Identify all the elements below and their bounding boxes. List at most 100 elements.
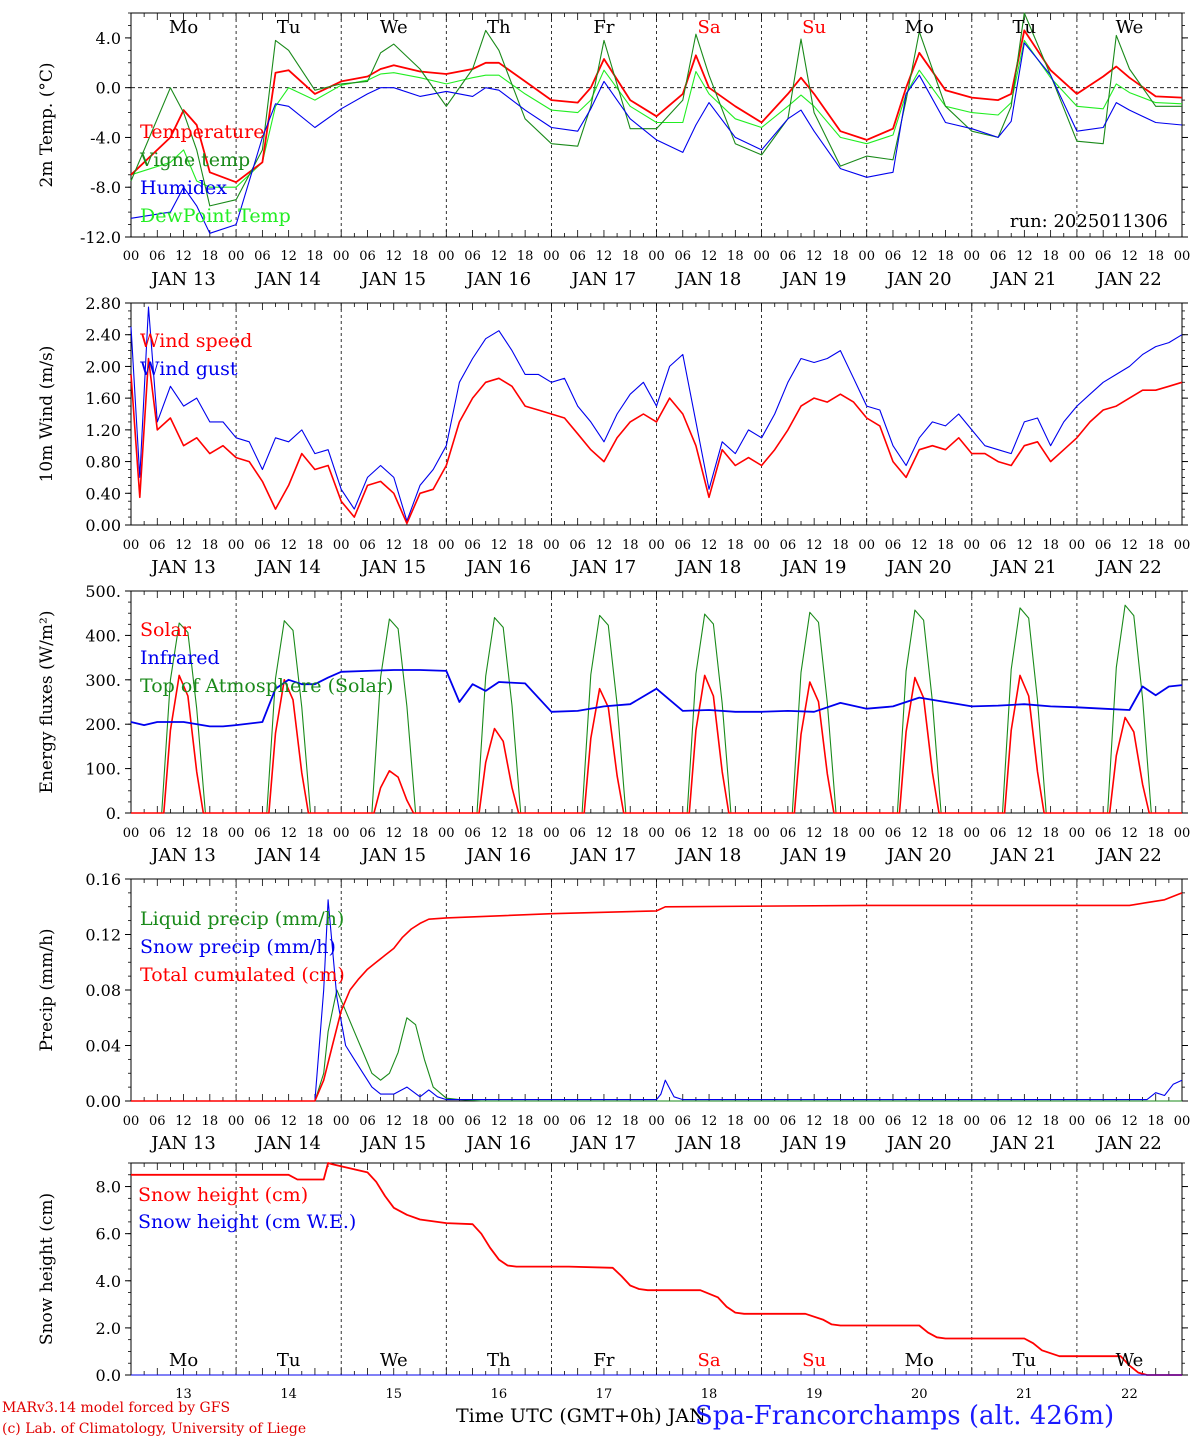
- x-hour-label: 18: [517, 538, 534, 553]
- legend-entry: Top of Atmosphere (Solar): [140, 675, 393, 697]
- y-axis-label: Snow height (cm): [37, 1193, 57, 1345]
- x-hour-label: 18: [307, 538, 324, 553]
- x-day-label: JAN 16: [465, 269, 532, 290]
- x-hour-label: 12: [491, 1114, 508, 1129]
- date-label: 13: [175, 1387, 192, 1402]
- weekday-label: Mo: [169, 17, 198, 38]
- x-hour-label: 00: [228, 538, 245, 553]
- x-hour-label: 18: [832, 249, 849, 264]
- x-hour-label: 06: [464, 538, 481, 553]
- legend-entry: Solar: [140, 619, 192, 641]
- x-hour-label: 12: [596, 538, 613, 553]
- x-hour-label: 12: [385, 1114, 402, 1129]
- x-day-label: JAN 14: [254, 1133, 321, 1154]
- x-day-label: JAN 22: [1095, 845, 1162, 866]
- x-hour-label: 12: [911, 249, 928, 264]
- weekday-label: Fr: [593, 17, 614, 38]
- legend-entry: Total cumulated (cm): [140, 964, 345, 986]
- x-hour-label: 00: [543, 249, 560, 264]
- panel-4: 0.16 0.12 0.08 0.04 0.00 Precip (mm/h) 00 06 12 1…: [37, 870, 1190, 1154]
- x-hour-label: 18: [622, 538, 639, 553]
- x-hour-label: 18: [1042, 249, 1059, 264]
- y-tick-label: 0.12: [85, 926, 121, 945]
- x-hour-label: 00: [543, 826, 560, 841]
- x-day-label: JAN 17: [570, 845, 637, 866]
- x-hour-label: 18: [517, 826, 534, 841]
- x-hour-label: 06: [569, 1114, 586, 1129]
- x-day-label: JAN 21: [990, 557, 1057, 578]
- x-day-label: JAN 16: [465, 557, 532, 578]
- x-hour-label: 18: [1147, 826, 1164, 841]
- y-tick-label: 400.: [85, 626, 121, 645]
- x-hour-label: 06: [359, 1114, 376, 1129]
- x-hour-label: 12: [1016, 249, 1033, 264]
- x-day-label: JAN 21: [990, 845, 1057, 866]
- y-axis-label: 10m Wind (m/s): [37, 346, 57, 483]
- x-hour-label: 00: [1174, 826, 1191, 841]
- model-credit-text: MARv3.14 model forced by GFS: [2, 1400, 231, 1416]
- y-tick-label: 1.20: [85, 421, 121, 440]
- x-hour-label: 06: [149, 249, 166, 264]
- x-hour-label: 06: [464, 249, 481, 264]
- x-hour-label: 06: [780, 1114, 797, 1129]
- x-day-label: JAN 18: [675, 557, 742, 578]
- x-hour-label: 00: [648, 538, 665, 553]
- x-axis-title: Time UTC (GMT+0h) JAN: [456, 1405, 706, 1427]
- x-hour-label: 18: [1147, 538, 1164, 553]
- series-line-dewpoint-temp: [130, 39, 1183, 188]
- x-hour-label: 18: [727, 249, 744, 264]
- x-hour-label: 18: [832, 538, 849, 553]
- x-day-label: JAN 21: [990, 269, 1057, 290]
- x-hour-label: 06: [464, 1114, 481, 1129]
- x-hour-label: 00: [228, 1114, 245, 1129]
- x-hour-label: 12: [280, 826, 297, 841]
- x-hour-label: 18: [202, 826, 219, 841]
- y-tick-label: -8.0: [90, 178, 121, 197]
- x-hour-label: 06: [254, 1114, 271, 1129]
- weekday-label: We: [1116, 1350, 1144, 1371]
- y-tick-label: 2.00: [85, 357, 121, 376]
- x-hour-label: 18: [307, 249, 324, 264]
- y-tick-label: 0.40: [85, 484, 121, 503]
- x-day-label: JAN 13: [149, 557, 216, 578]
- legend-entry: Snow height (cm): [138, 1184, 308, 1206]
- legend-entry: Liquid precip (mm/h): [140, 908, 344, 930]
- weekday-label: We: [380, 17, 408, 38]
- x-day-label: JAN 17: [570, 269, 637, 290]
- series-line-total-cumulated-cm-: [131, 892, 1183, 1102]
- date-label: 18: [701, 1387, 718, 1402]
- x-hour-label: 00: [858, 538, 875, 553]
- x-hour-label: 00: [1174, 1114, 1191, 1129]
- legend-entry: Infrared: [140, 647, 220, 669]
- weekday-label: We: [1116, 17, 1144, 38]
- y-tick-label: 4.0: [96, 29, 121, 48]
- x-hour-label: 18: [622, 249, 639, 264]
- x-hour-label: 00: [333, 538, 350, 553]
- x-hour-label: 06: [359, 826, 376, 841]
- x-hour-label: 00: [858, 249, 875, 264]
- series-line-wind-speed: [130, 357, 1183, 525]
- y-tick-label: 2.80: [85, 294, 121, 313]
- x-hour-label: 06: [780, 538, 797, 553]
- y-tick-label: 0.08: [85, 981, 121, 1000]
- weekday-label: Tu: [277, 1350, 301, 1371]
- x-hour-label: 12: [596, 826, 613, 841]
- x-hour-label: 00: [438, 826, 455, 841]
- y-tick-label: 2.0: [96, 1319, 121, 1338]
- x-hour-label: 00: [753, 538, 770, 553]
- x-day-label: JAN 21: [990, 1133, 1057, 1154]
- legend-entry: Snow height (cm W.E.): [138, 1211, 356, 1233]
- x-hour-label: 06: [254, 826, 271, 841]
- x-day-label: JAN 20: [885, 269, 952, 290]
- x-hour-label: 12: [491, 826, 508, 841]
- x-hour-label: 00: [1069, 1114, 1086, 1129]
- x-hour-label: 12: [701, 826, 718, 841]
- x-hour-label: 00: [1174, 538, 1191, 553]
- x-hour-label: 18: [202, 249, 219, 264]
- weekday-label: Su: [802, 17, 826, 38]
- x-hour-label: 12: [1121, 249, 1138, 264]
- x-hour-label: 18: [412, 1114, 429, 1129]
- x-hour-label: 18: [937, 249, 954, 264]
- x-hour-label: 00: [543, 1114, 560, 1129]
